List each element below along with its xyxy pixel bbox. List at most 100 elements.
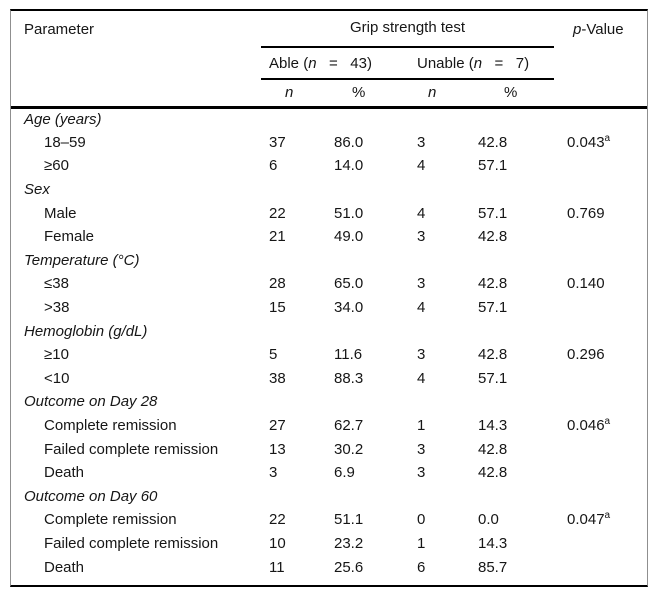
section-label: Age (years) (24, 111, 102, 129)
row-able-pct: 51.0 (334, 204, 364, 222)
row-unable-pct: 85.7 (478, 558, 508, 576)
section-label: Hemoglobin (g/dL) (24, 322, 148, 340)
table-row: Failed complete remission 13 30.2 3 42.8 (11, 437, 647, 461)
row-able-n: 10 (269, 534, 286, 552)
row-unable-n: 3 (417, 440, 426, 458)
col-group-grip-strength-test: Grip strength test (261, 11, 554, 48)
row-able-pct: 49.0 (334, 228, 364, 246)
section-label: Sex (24, 181, 50, 199)
section-row: Outcome on Day 28 (11, 390, 647, 414)
table-row: Complete remission 27 62.7 1 14.3 0.046a (11, 414, 647, 438)
p-value-text: 0.296 (567, 346, 605, 364)
table-row: Complete remission 22 51.1 0 0.0 0.047a (11, 508, 647, 532)
table-row: Death 11 25.6 6 85.7 (11, 555, 647, 579)
unable-label-prefix: Unable ( (417, 54, 474, 72)
table-row: ≥60 6 14.0 4 57.1 (11, 154, 647, 178)
row-p-value (554, 225, 647, 249)
row-able-n: 22 (269, 204, 286, 222)
table-row: Female 21 49.0 3 42.8 (11, 225, 647, 249)
row-unable-pct: 57.1 (478, 157, 508, 175)
row-able-pct: 23.2 (334, 534, 364, 552)
row-unable-pct: 57.1 (478, 369, 508, 387)
row-param: Male (44, 204, 77, 222)
row-unable-n: 1 (417, 417, 426, 435)
row-able-n: 27 (269, 417, 286, 435)
row-able-n: 13 (269, 440, 286, 458)
row-able-n: 6 (269, 157, 278, 175)
row-able-pct: 51.1 (334, 511, 364, 529)
row-able-n: 38 (269, 369, 286, 387)
row-p-value (554, 532, 647, 556)
row-unable-pct: 14.3 (478, 417, 508, 435)
table-frame: Parameter Grip strength test p-Value Abl… (10, 9, 648, 587)
row-param: Failed complete remission (44, 440, 219, 458)
p-value-footnote-marker: a (604, 132, 611, 144)
row-param: ≥60 (44, 157, 69, 175)
table-header: Parameter Grip strength test p-Value Abl… (11, 11, 647, 109)
row-p-value (554, 154, 647, 178)
table-row: Male 22 51.0 4 57.1 0.769 (11, 201, 647, 225)
table-body: Age (years) 18–59 37 86.0 3 42.8 0.043a … (11, 107, 647, 579)
col-header-able-pct: % (326, 79, 414, 109)
row-able-pct: 14.0 (334, 157, 364, 175)
grip-strength-table: Parameter Grip strength test p-Value Abl… (11, 11, 647, 579)
section-row: Outcome on Day 60 (11, 485, 647, 509)
p-value-text: 0.769 (567, 204, 605, 222)
col-header-p-value: p-Value (554, 11, 647, 109)
row-able-n: 3 (269, 464, 278, 482)
row-p-value: 0.043a (554, 131, 647, 155)
row-able-n: 28 (269, 275, 286, 293)
row-able-pct: 25.6 (334, 558, 364, 576)
col-subgroup-unable: Unable (n = 7) (414, 47, 554, 80)
row-param: <10 (44, 369, 70, 387)
section-label: Outcome on Day 28 (24, 393, 158, 411)
col-header-unable-n: n (414, 79, 476, 109)
row-param: Complete remission (44, 511, 177, 529)
row-unable-n: 3 (417, 346, 426, 364)
row-unable-pct: 42.8 (478, 228, 508, 246)
row-param: ≤38 (44, 275, 69, 293)
row-able-n: 11 (269, 558, 285, 576)
table-row: Death 3 6.9 3 42.8 (11, 461, 647, 485)
row-param: Complete remission (44, 417, 177, 435)
row-unable-n: 6 (417, 558, 426, 576)
p-value-header-italic-p: p (573, 21, 582, 38)
table-row: 18–59 37 86.0 3 42.8 0.043a (11, 131, 647, 155)
row-p-value: 0.296 (554, 343, 647, 367)
p-value-text: 0.043 (567, 133, 605, 151)
row-able-pct: 34.0 (334, 299, 364, 317)
p-value-header-rest: -Value (581, 21, 624, 38)
row-p-value (554, 437, 647, 461)
row-unable-pct: 14.3 (478, 534, 508, 552)
row-able-n: 5 (269, 346, 278, 364)
row-unable-pct: 57.1 (478, 299, 508, 317)
p-value-text: 0.046 (567, 417, 605, 435)
row-p-value (554, 296, 647, 320)
row-p-value: 0.140 (554, 272, 647, 296)
row-able-pct: 30.2 (334, 440, 364, 458)
row-able-pct: 62.7 (334, 417, 364, 435)
row-unable-pct: 42.8 (478, 346, 508, 364)
table-row: ≥10 5 11.6 3 42.8 0.296 (11, 343, 647, 367)
section-row: Sex (11, 178, 647, 202)
row-able-n: 15 (269, 299, 286, 317)
col-header-unable-pct: % (476, 79, 554, 109)
col-header-parameter: Parameter (11, 11, 261, 109)
row-unable-n: 4 (417, 204, 426, 222)
row-unable-n: 3 (417, 275, 426, 293)
row-unable-pct: 0.0 (478, 511, 499, 529)
row-param: 18–59 (44, 133, 86, 151)
section-label: Outcome on Day 60 (24, 487, 158, 505)
section-row: Hemoglobin (g/dL) (11, 319, 647, 343)
row-unable-n: 4 (417, 157, 426, 175)
row-p-value: 0.047a (554, 508, 647, 532)
row-param: >38 (44, 299, 70, 317)
row-able-n: 22 (269, 511, 286, 529)
row-unable-n: 1 (417, 534, 426, 552)
table-row: Failed complete remission 10 23.2 1 14.3 (11, 532, 647, 556)
row-p-value (554, 461, 647, 485)
row-able-pct: 88.3 (334, 369, 364, 387)
row-able-pct: 86.0 (334, 133, 364, 151)
p-value-text: 0.047 (567, 511, 605, 529)
